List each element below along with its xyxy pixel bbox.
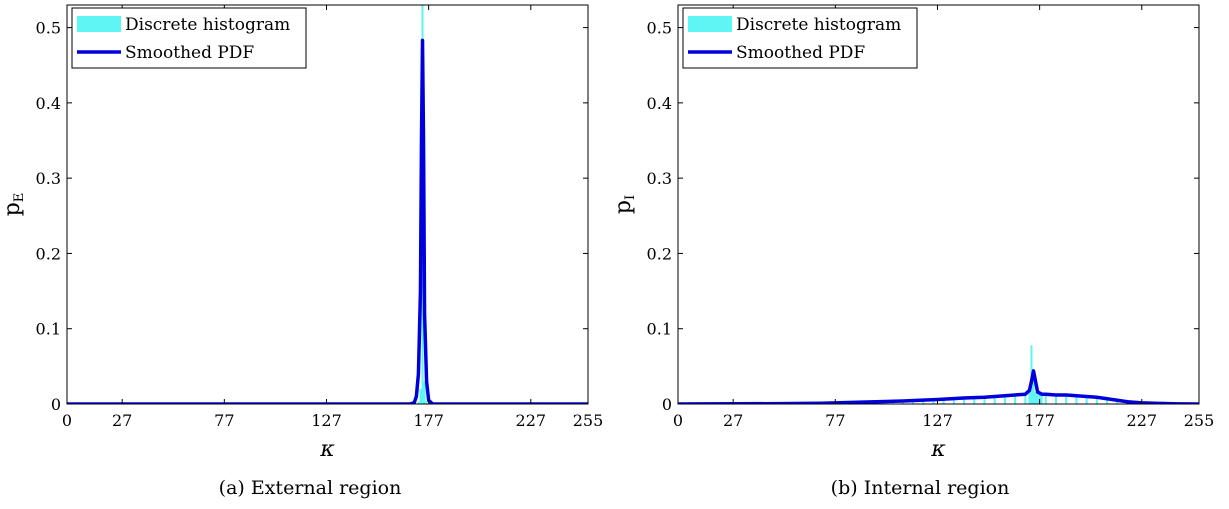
y-tick-label: 0	[662, 395, 672, 414]
x-tick-label: 27	[112, 411, 132, 430]
histogram-bar	[1075, 396, 1078, 404]
histogram-bar	[419, 388, 422, 404]
legend-label-histogram: Discrete histogram	[736, 15, 901, 35]
histogram-bar	[942, 398, 945, 404]
pdf-line	[678, 369, 1199, 404]
y-tick-label: 0.1	[36, 320, 61, 339]
axes-box	[677, 4, 1200, 405]
chart-panel-2: 0 27 77 127 177 227 255 0 0.1 0.2 0.3 0.4 0.5 κ pI Disc…	[611, 4, 1215, 499]
x-tick-label: 0	[673, 411, 683, 430]
histogram-bar	[952, 397, 955, 404]
pdf-line	[67, 38, 588, 404]
histogram-bar	[1014, 394, 1017, 404]
x-axis-label: κ	[319, 437, 335, 462]
x-tick-label: 127	[311, 411, 342, 430]
histogram-bar	[993, 395, 996, 404]
plot-area	[678, 345, 1199, 404]
histogram-bar	[1036, 393, 1039, 404]
histogram-bar	[1028, 388, 1031, 404]
legend: Discrete histogram Smoothed PDF	[682, 7, 918, 69]
histogram-bar	[1034, 391, 1037, 404]
x-tick-label: 227	[516, 411, 547, 430]
legend-label-histogram: Discrete histogram	[125, 15, 290, 35]
x-tick-label: 77	[825, 411, 845, 430]
legend-label-pdf: Smoothed PDF	[736, 43, 865, 63]
y-tick-label: 0.2	[36, 244, 61, 263]
x-axis-label: κ	[930, 437, 946, 462]
y-tick-label: 0.3	[36, 169, 61, 188]
legend-swatch-histogram	[688, 16, 732, 32]
y-tick-label: 0.4	[647, 94, 672, 113]
x-tick-label: 177	[1024, 411, 1055, 430]
x-tick-label: 227	[1127, 411, 1158, 430]
histogram-bar	[1106, 399, 1109, 404]
histogram-bar	[1044, 395, 1047, 404]
histogram-bar	[1054, 394, 1058, 404]
histogram-bar	[1032, 381, 1035, 404]
chart-panel-1: 0 27 77 127 177 227 255 0 0.1 0.2 0.3 0.4 0.5 κ pE Disc…	[0, 4, 604, 499]
histogram-bar	[417, 401, 420, 404]
histogram-bar	[1040, 394, 1043, 404]
histogram-bar	[932, 399, 935, 404]
histogram-bar	[1095, 397, 1098, 404]
histogram-bar	[1003, 394, 1006, 404]
histogram-bar	[1085, 397, 1088, 404]
x-tick-label: 0	[62, 411, 72, 430]
y-tick-label: 0.4	[36, 94, 61, 113]
y-axis-label: pI	[611, 195, 638, 214]
y-axis-label: pE	[0, 193, 27, 217]
x-tick-label: 255	[573, 411, 604, 430]
histogram-bar	[973, 396, 976, 404]
figure-caption: (b) Internal region	[831, 477, 1010, 499]
x-tick-label: 77	[214, 411, 234, 430]
legend: Discrete histogram Smoothed PDF	[71, 7, 307, 69]
histogram-bar	[425, 400, 428, 404]
histogram-bar	[1024, 393, 1027, 404]
y-tick-label: 0.2	[647, 244, 672, 263]
plot-area	[67, 5, 588, 404]
histogram-bar	[983, 396, 986, 404]
axes-box	[66, 4, 589, 405]
legend-label-pdf: Smoothed PDF	[125, 43, 254, 63]
y-tick-label: 0.5	[647, 19, 672, 38]
x-tick-label: 27	[723, 411, 743, 430]
x-tick-label: 127	[922, 411, 953, 430]
histogram-bar	[1116, 400, 1119, 404]
y-tick-label: 0	[51, 395, 61, 414]
y-tick-label: 0.3	[647, 169, 672, 188]
x-tick-label: 255	[1184, 411, 1215, 430]
y-tick-label: 0.1	[647, 320, 672, 339]
histogram-bar	[423, 381, 426, 404]
figure-caption: (a) External region	[219, 477, 402, 499]
histogram-bar	[963, 397, 966, 404]
histogram-bar	[1065, 395, 1068, 404]
legend-swatch-histogram	[77, 16, 121, 32]
y-tick-label: 0.5	[36, 19, 61, 38]
x-tick-label: 177	[413, 411, 444, 430]
